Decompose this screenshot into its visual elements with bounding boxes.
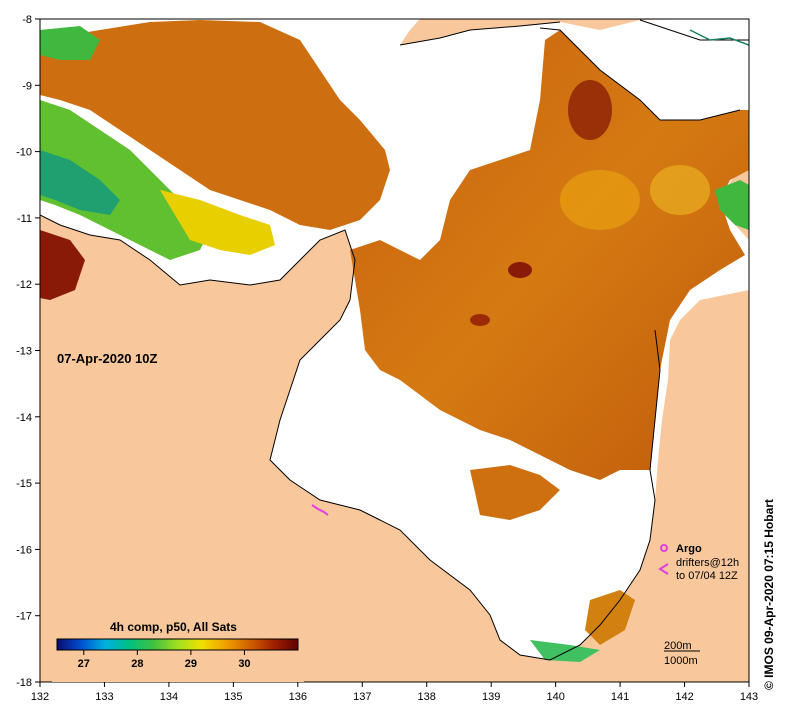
sst-green-north — [40, 26, 100, 60]
y-axis: -8 -9 -10 -11 -12 -13 -14 -15 -16 -17 -18 — [16, 14, 40, 689]
y-tick-label: -14 — [16, 412, 32, 424]
sst-warm-patch-2 — [650, 165, 710, 215]
coastline-arnhem — [40, 214, 356, 301]
y-tick-label: -16 — [16, 544, 32, 556]
contour-200m-label: 200m — [664, 640, 692, 652]
x-tick-label: 141 — [611, 691, 629, 703]
y-tick-label: -15 — [16, 478, 32, 490]
legend: Argo drifters@12h to 07/04 12Z — [658, 543, 739, 582]
composite-label: 4h comp, p50, All Sats — [110, 620, 237, 634]
colorbar-gradient — [56, 638, 299, 651]
sst-cool-west-2 — [40, 150, 120, 215]
colorbar-tick-label: 30 — [238, 658, 250, 670]
y-tick-label: -13 — [16, 346, 32, 358]
argo-marker — [660, 544, 668, 552]
x-tick-label: 135 — [224, 691, 242, 703]
y-tick-label: -11 — [17, 213, 32, 225]
x-tick-label: 138 — [418, 691, 436, 703]
sst-data-northwest — [40, 20, 390, 230]
x-tick-label: 134 — [160, 691, 178, 703]
timestamp-label: 07-Apr-2020 10Z — [57, 351, 157, 366]
sst-hot-west — [40, 230, 85, 300]
colorbar-ticks: 27 28 29 30 — [78, 650, 251, 670]
sst-cool-west — [40, 100, 210, 260]
x-tick-label: 139 — [482, 691, 500, 703]
y-tick-label: -17 — [16, 611, 32, 623]
x-tick-label: 142 — [675, 691, 693, 703]
x-axis: 132 133 134 135 136 137 138 139 140 141 142 143 — [31, 682, 758, 703]
colorbar-tick-label: 28 — [131, 658, 143, 670]
drifter-marker — [658, 563, 669, 575]
sst-data-south — [470, 465, 560, 520]
y-tick-label: -10 — [16, 147, 32, 159]
sst-green-east — [715, 180, 749, 230]
x-tick-label: 133 — [95, 691, 113, 703]
x-tick-label: 136 — [289, 691, 307, 703]
credit-text: © IMOS 09-Apr-2020 07:15 Hobart — [762, 499, 776, 690]
river-fly — [689, 29, 749, 46]
sst-warm-patch-1 — [560, 170, 640, 230]
map-plot-area — [40, 19, 749, 682]
sst-hot-spot-ne — [568, 80, 612, 140]
drifter-track — [311, 504, 329, 516]
x-tick-label: 132 — [31, 691, 49, 703]
x-tick-label: 137 — [353, 691, 371, 703]
sst-data-main — [350, 30, 749, 480]
contour-1000m-label: 1000m — [664, 655, 698, 667]
coastline-png — [399, 19, 749, 46]
colorbar-tick-label: 27 — [78, 658, 90, 670]
y-tick-label: -12 — [16, 279, 32, 291]
colorbar-tick-label: 29 — [185, 658, 197, 670]
coastline-cape-york — [269, 27, 741, 661]
x-tick-label: 140 — [546, 691, 564, 703]
sst-cool-south — [530, 640, 600, 662]
drifters-date: to 07/04 12Z — [676, 570, 738, 582]
x-tick-label: 143 — [740, 691, 758, 703]
sst-yellow-west — [160, 190, 275, 255]
y-tick-label: -8 — [22, 14, 32, 26]
contour-legend: 200m 1000m — [664, 640, 700, 667]
drifters-label: drifters@12h — [676, 557, 739, 569]
y-tick-label: -9 — [22, 80, 32, 92]
sst-data-southeast — [585, 590, 635, 645]
colorbar: 4h comp, p50, All Sats 27 28 29 30 — [52, 612, 304, 682]
y-tick-label: -18 — [16, 677, 32, 689]
sst-hot-spot-2 — [470, 314, 490, 326]
argo-label: Argo — [676, 543, 702, 555]
sst-hot-spot-1 — [508, 262, 532, 278]
